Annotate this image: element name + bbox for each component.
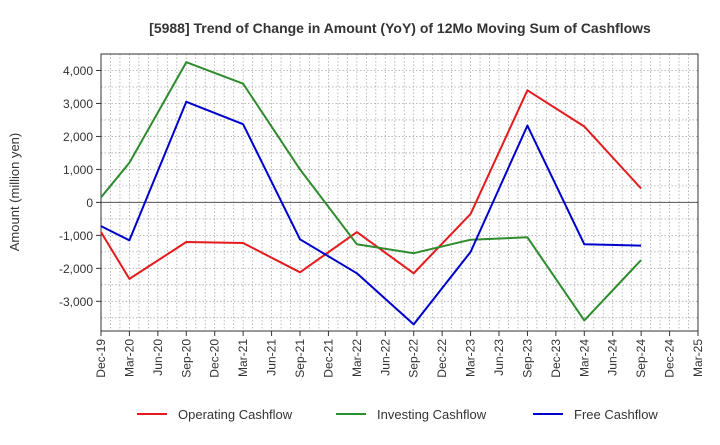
y-tick-label: -2,000 bbox=[59, 262, 93, 276]
x-tick-label: Jun-21 bbox=[265, 339, 279, 376]
x-tick-label: Mar-22 bbox=[350, 339, 364, 377]
x-tick-label: Mar-21 bbox=[236, 339, 250, 377]
x-tick-label: Sep-24 bbox=[634, 339, 648, 378]
x-tick-label: Sep-22 bbox=[407, 339, 421, 378]
legend-label-operating-cashflow: Operating Cashflow bbox=[178, 407, 293, 422]
x-tick-label: Dec-19 bbox=[94, 339, 108, 378]
y-tick-label: -3,000 bbox=[59, 295, 93, 309]
x-tick-label: Jun-24 bbox=[606, 339, 620, 376]
y-tick-label: 0 bbox=[86, 196, 93, 210]
x-tick-label: Sep-23 bbox=[520, 339, 534, 378]
y-tick-label: 3,000 bbox=[63, 97, 93, 111]
x-tick-label: Dec-20 bbox=[208, 339, 222, 378]
legend-label-free-cashflow: Free Cashflow bbox=[574, 407, 658, 422]
series-line-investing-cashflow bbox=[100, 61, 642, 322]
y-tick-label: 4,000 bbox=[63, 64, 93, 78]
y-axis-label: Amount (million yen) bbox=[7, 133, 22, 252]
x-tick-label: Dec-24 bbox=[663, 339, 677, 378]
x-tick-label: Jun-23 bbox=[492, 339, 506, 376]
series-line-operating-cashflow bbox=[100, 89, 642, 280]
series-line-free-cashflow bbox=[100, 100, 642, 326]
x-tick-label: Sep-20 bbox=[179, 339, 193, 378]
y-tick-label: -1,000 bbox=[59, 229, 93, 243]
legend-label-investing-cashflow: Investing Cashflow bbox=[377, 407, 487, 422]
x-tick-label: Mar-23 bbox=[464, 339, 478, 377]
plot-area: 4,000 3,000 2,000 1,000 0 -1,000 -2,000 -3,000 D… bbox=[59, 53, 705, 378]
plot-background bbox=[101, 54, 698, 331]
x-tick-label: Mar-24 bbox=[577, 339, 591, 377]
x-tick-label: Dec-22 bbox=[435, 339, 449, 378]
legend: Operating Cashflow Investing Cashflow Free… bbox=[137, 407, 658, 422]
chart-title: [5988] Trend of Change in Amount (YoY) o… bbox=[149, 20, 651, 36]
x-tick-label: Dec-23 bbox=[549, 339, 563, 378]
x-tick-label: Jun-22 bbox=[378, 339, 392, 376]
y-tick-label: 1,000 bbox=[63, 163, 93, 177]
x-tick-label: Jun-20 bbox=[151, 339, 165, 376]
x-tick-label: Sep-21 bbox=[293, 339, 307, 378]
plot-border bbox=[100, 53, 699, 332]
x-tick-label: Dec-21 bbox=[321, 339, 335, 378]
x-tick-label: Mar-25 bbox=[691, 339, 705, 377]
y-tick-label: 2,000 bbox=[63, 130, 93, 144]
x-tick-label: Mar-20 bbox=[122, 339, 136, 377]
